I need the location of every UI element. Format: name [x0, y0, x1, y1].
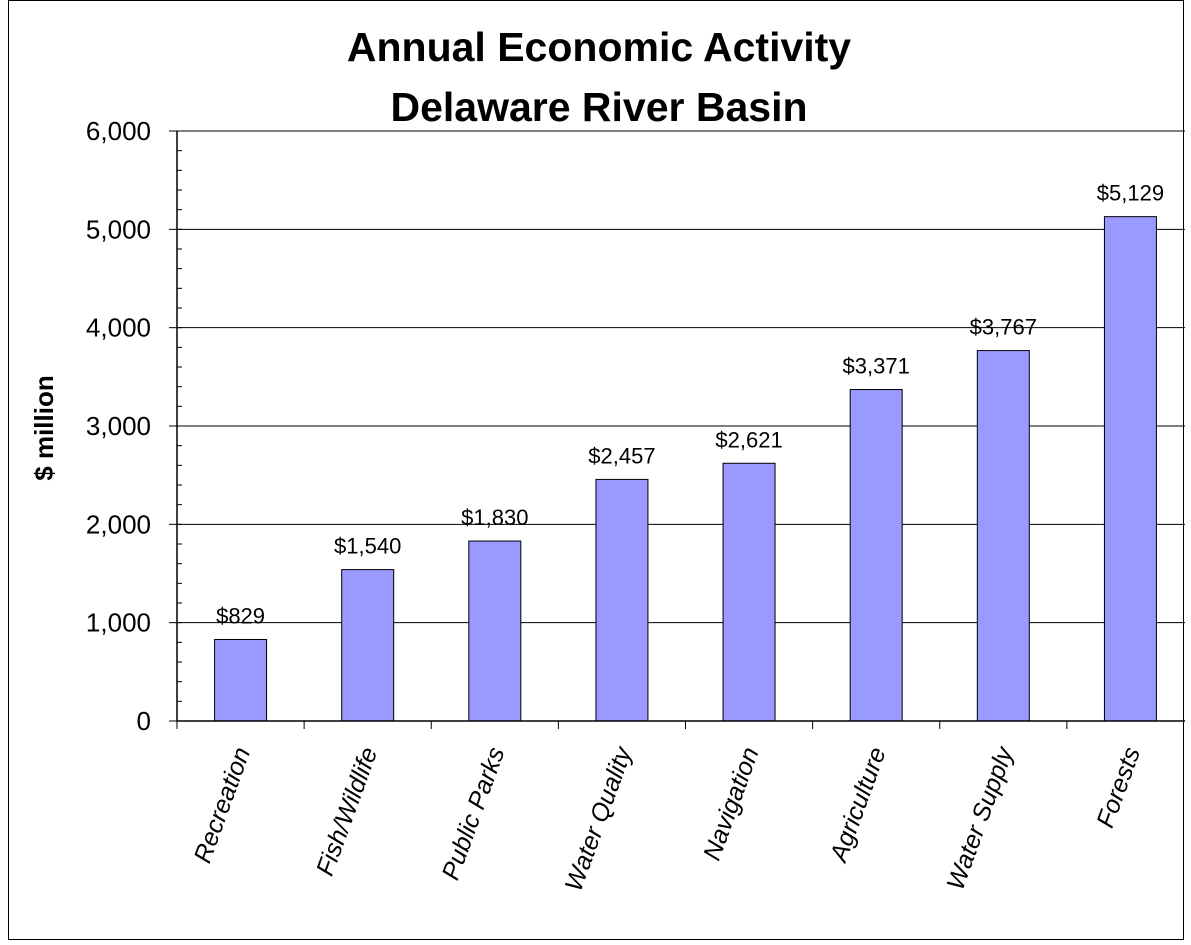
- y-tick-label: 3,000: [86, 411, 151, 441]
- y-tick-label: 6,000: [86, 116, 151, 146]
- chart-title-line-2: Delaware River Basin: [390, 84, 807, 130]
- y-tick-label: 0: [137, 706, 151, 736]
- x-category-label: Water Supply: [941, 742, 1019, 894]
- bar: [849, 389, 903, 722]
- bar-value-label: $2,621: [715, 427, 782, 452]
- bar: [468, 540, 522, 722]
- x-category-label: Fish/Wildlife: [311, 743, 383, 879]
- y-tick-label: 2,000: [86, 509, 151, 539]
- y-tick-label: 4,000: [86, 313, 151, 343]
- bar-value-label: $5,129: [1097, 181, 1164, 206]
- y-axis-label: $ million: [29, 375, 59, 480]
- x-category-label: Agriculture: [824, 743, 892, 867]
- bar-chart: Annual Economic Activity Delaware River …: [29, 24, 1185, 895]
- bar: [1103, 216, 1157, 722]
- chart-frame: Annual Economic Activity Delaware River …: [8, 0, 1185, 940]
- bar-value-label: $3,371: [843, 354, 910, 379]
- x-category-label: Public Parks: [437, 743, 511, 883]
- x-category-label: Forests: [1091, 743, 1146, 831]
- axes: [169, 130, 1185, 729]
- bar-value-label: $1,540: [334, 534, 401, 559]
- y-tick-label: 5,000: [86, 214, 151, 244]
- bar-value-label: $829: [216, 603, 265, 628]
- x-category-label: Navigation: [698, 743, 765, 864]
- bar: [214, 638, 268, 722]
- y-tick-label: 1,000: [86, 608, 151, 638]
- bar-value-label: $2,457: [588, 443, 655, 468]
- chart-title-line-1: Annual Economic Activity: [347, 24, 851, 70]
- x-category-label: Water Quality: [560, 742, 638, 895]
- bar: [722, 462, 776, 722]
- bar: [976, 350, 1030, 722]
- bar-value-label: $1,830: [461, 505, 528, 530]
- bar: [595, 478, 649, 722]
- bars: [214, 216, 1157, 722]
- bar-value-label: $3,767: [970, 315, 1037, 340]
- bar: [341, 569, 395, 722]
- x-category-label: Recreation: [189, 743, 257, 866]
- gridlines: [177, 130, 1185, 624]
